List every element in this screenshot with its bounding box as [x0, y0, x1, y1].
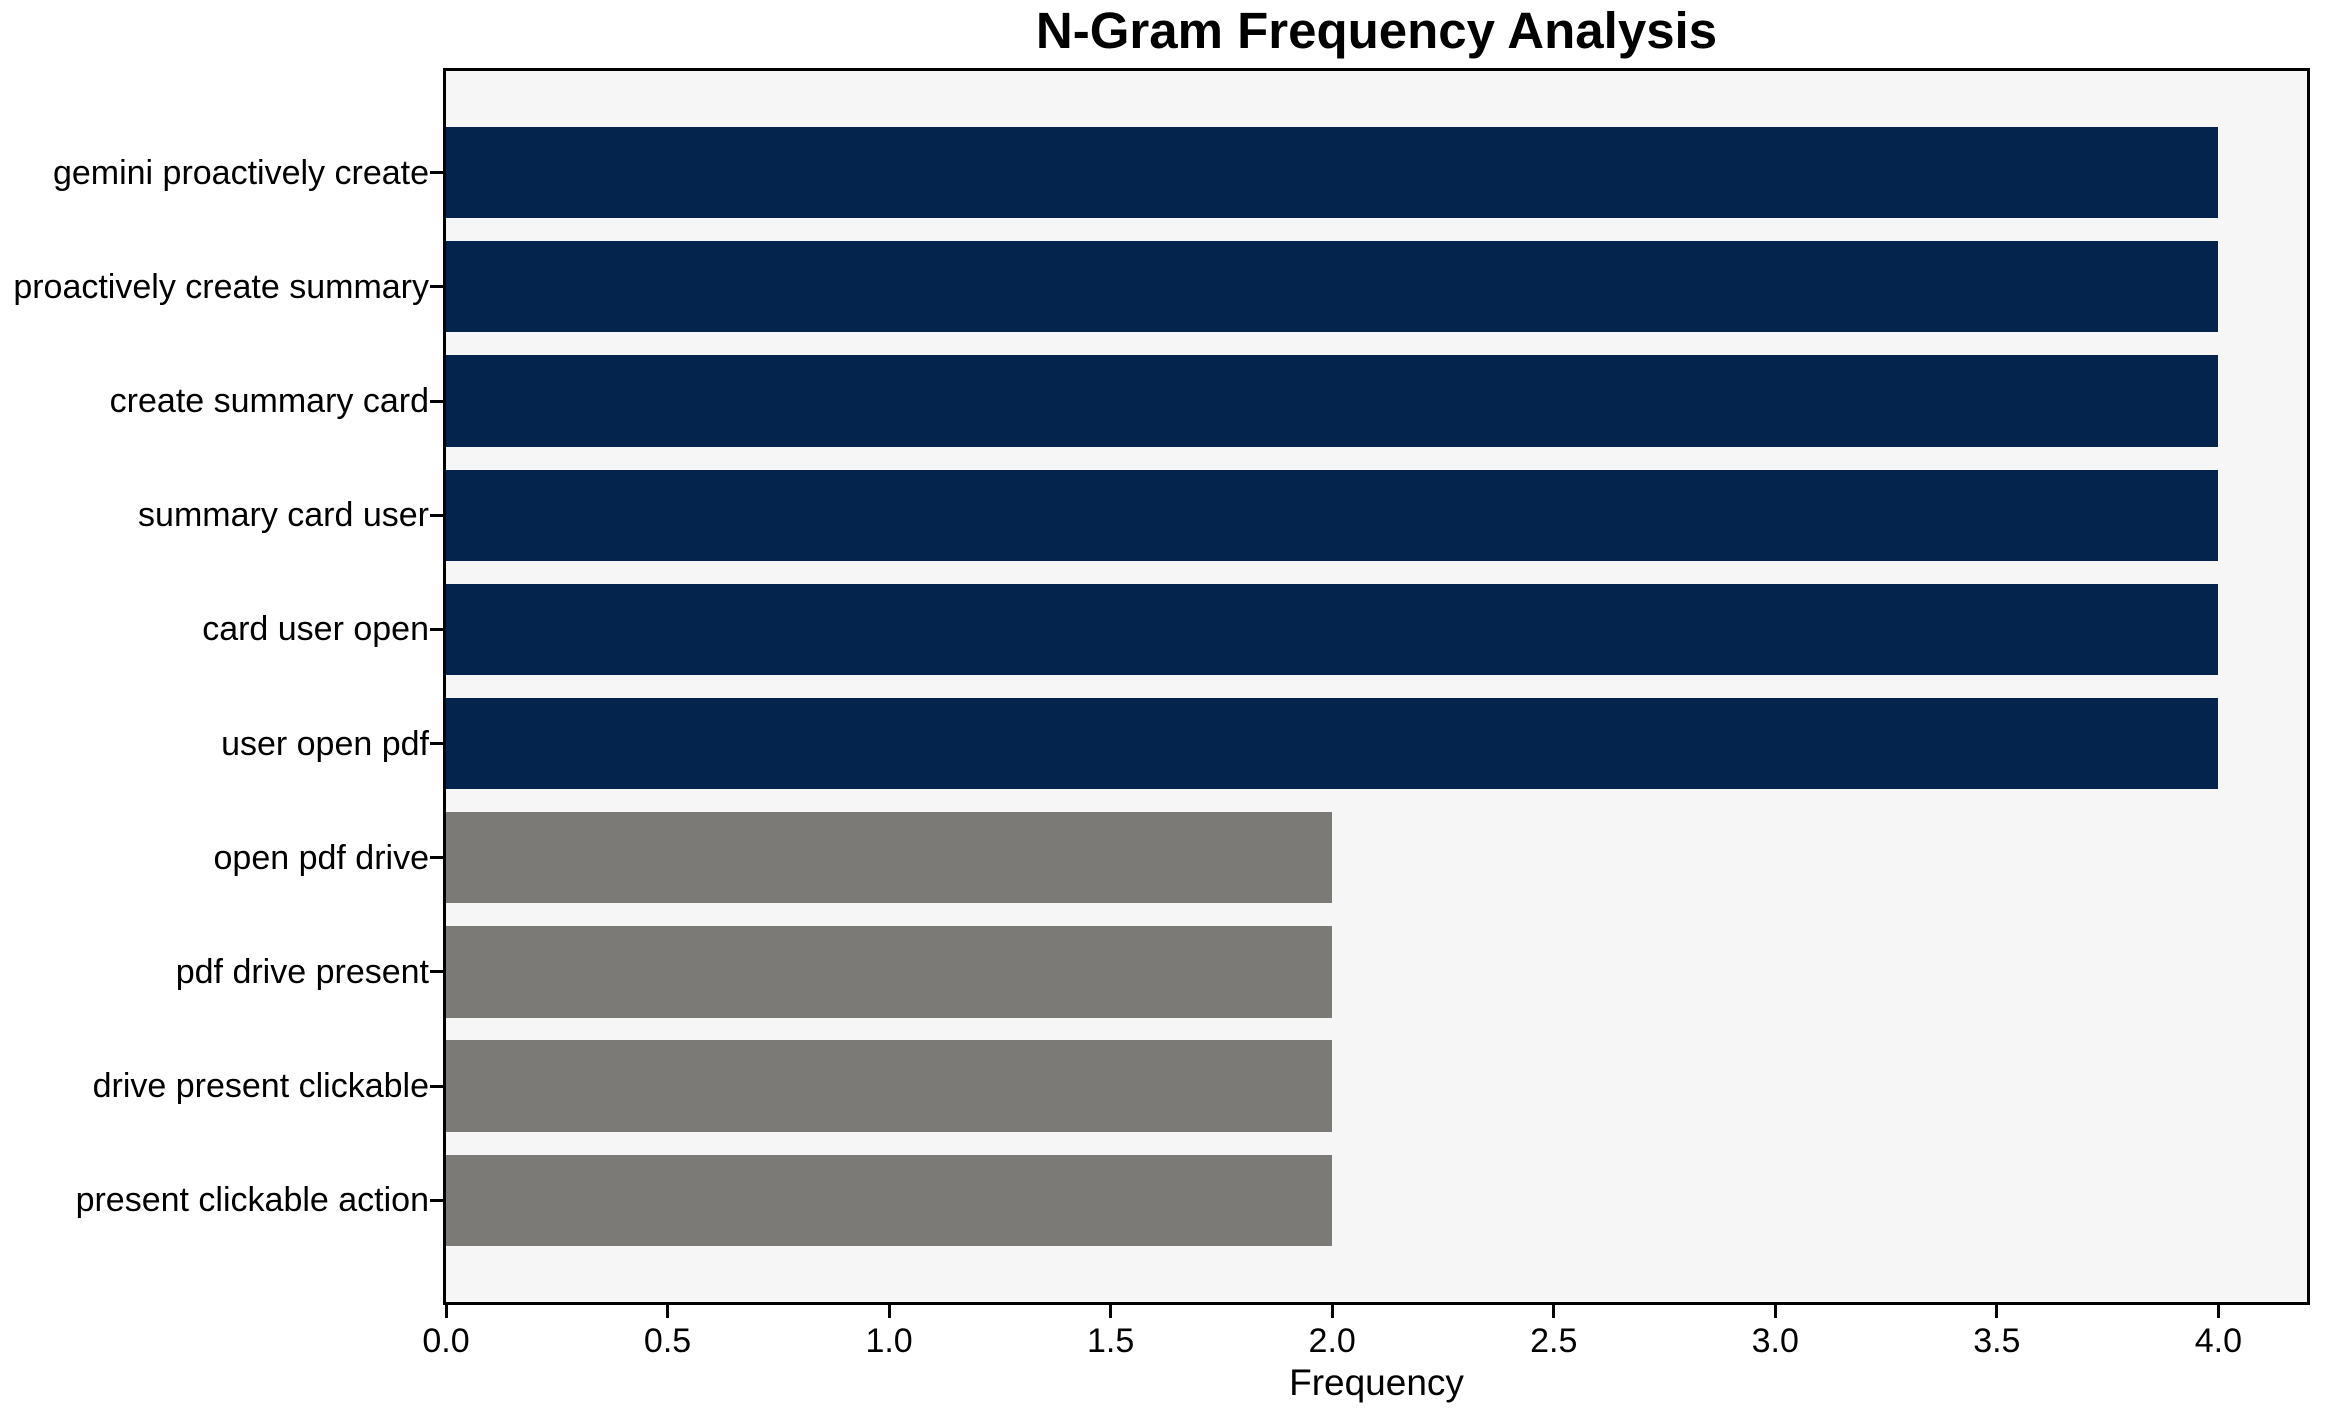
bar [446, 697, 2219, 790]
y-tick-mark [430, 285, 443, 289]
bar [446, 126, 2219, 219]
x-tick-label: 1.5 [1087, 1322, 1135, 1360]
x-tick-mark [1552, 1305, 1556, 1318]
x-tick-mark [1773, 1305, 1777, 1318]
bar [446, 469, 2219, 561]
x-tick-label: 0.0 [422, 1322, 470, 1360]
x-tick-mark [1109, 1305, 1113, 1318]
y-tick-label: create summary card [109, 382, 429, 421]
x-tick-mark [666, 1305, 670, 1318]
x-tick-label: 2.0 [1308, 1322, 1356, 1360]
y-tick-mark [430, 1198, 443, 1202]
y-tick-label: pdf drive present [175, 952, 429, 991]
y-tick-label: proactively create summary [13, 267, 429, 306]
y-tick-mark [430, 399, 443, 403]
x-tick-label: 2.5 [1530, 1322, 1578, 1360]
y-tick-mark [430, 742, 443, 746]
y-tick-mark [430, 970, 443, 974]
y-tick-mark [430, 1084, 443, 1088]
y-tick-label: card user open [202, 610, 429, 649]
bar [446, 355, 2219, 447]
x-tick-mark [2216, 1305, 2220, 1318]
y-tick-label: drive present clickable [92, 1067, 429, 1106]
y-tick-mark [430, 513, 443, 517]
y-tick-label: open pdf drive [213, 838, 430, 877]
x-tick-label: 3.0 [1751, 1322, 1799, 1360]
x-tick-label: 1.0 [865, 1322, 913, 1360]
x-tick-mark [887, 1305, 891, 1318]
bar [446, 812, 1333, 904]
plot-area [443, 68, 2310, 1305]
y-tick-mark [430, 856, 443, 860]
x-tick-mark [444, 1305, 448, 1318]
y-tick-label: user open pdf [221, 724, 429, 763]
x-tick-mark [1995, 1305, 1999, 1318]
x-tick-mark [1330, 1305, 1334, 1318]
y-tick-label: present clickable action [75, 1181, 429, 1220]
bar [446, 583, 2219, 676]
chart-title: N-Gram Frequency Analysis [1035, 2, 1718, 59]
x-tick-label: 4.0 [2194, 1322, 2242, 1360]
y-tick-label: gemini proactively create [52, 153, 429, 192]
x-tick-label: 0.5 [643, 1322, 692, 1360]
y-tick-label: summary card user [138, 496, 429, 535]
x-axis-label: Frequency [1289, 1362, 1464, 1403]
bar [446, 926, 1333, 1018]
y-tick-mark [430, 171, 443, 175]
bar [446, 241, 2219, 333]
bar [446, 1154, 1333, 1247]
y-tick-mark [430, 627, 443, 631]
x-tick-label: 3.5 [1973, 1322, 2021, 1360]
bar [446, 1040, 1333, 1132]
